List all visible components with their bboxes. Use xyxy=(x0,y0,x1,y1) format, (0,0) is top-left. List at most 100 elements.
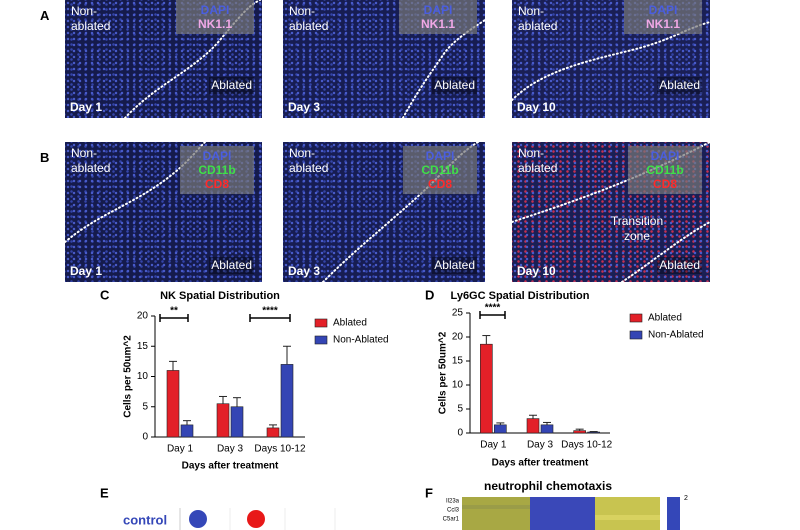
legend-label: Non-Ablated xyxy=(648,330,704,341)
day-label: Day 3 xyxy=(288,100,321,114)
x-tick-label: Days 10-12 xyxy=(254,444,306,455)
gene-label: C5ar1 xyxy=(443,517,460,523)
significance: **** xyxy=(262,306,278,317)
colorbar-tick: 2 xyxy=(684,495,688,502)
y-tick-label: 10 xyxy=(452,380,464,391)
y-tick-label: 20 xyxy=(137,311,149,322)
panel-label: C xyxy=(100,287,110,302)
panel-e xyxy=(179,508,336,530)
heatmap-title: neutrophil chemotaxis xyxy=(484,479,612,493)
boundary xyxy=(512,142,710,282)
marker-legend: DAPI NK1.1 xyxy=(176,0,254,34)
significance-bracket xyxy=(479,311,506,319)
micrograph: Non-ablated Ablated Day 1 DAPI NK1.1 xyxy=(65,0,262,118)
bar xyxy=(266,427,280,438)
region-label: Ablated xyxy=(657,257,702,274)
region-label: Non-ablated xyxy=(518,4,558,33)
x-tick-label: Days 10-12 xyxy=(561,440,613,451)
x-tick-label: Day 1 xyxy=(167,444,194,455)
chart-title: Ly6GC Spatial Distribution xyxy=(451,290,590,302)
gene-label: Ccl3 xyxy=(447,508,460,514)
y-axis-title: Cells per 50um^2 xyxy=(123,335,134,418)
y-tick-label: 15 xyxy=(452,356,464,367)
significance-bracket xyxy=(159,314,189,322)
y-tick-label: 0 xyxy=(142,432,148,443)
dot xyxy=(247,510,265,528)
significance: ** xyxy=(170,306,178,317)
panel-label: A xyxy=(40,8,50,23)
marker-name: DAPI xyxy=(423,3,453,17)
region-label: Ablated xyxy=(432,257,477,274)
marker-legend: DAPI CD11b CD8 xyxy=(403,146,477,194)
boundary-line xyxy=(402,19,485,118)
bar xyxy=(526,418,540,434)
marker-legend: DAPI NK1.1 xyxy=(399,0,477,34)
marker-name: NK1.1 xyxy=(420,17,455,31)
legend-swatch xyxy=(314,335,328,345)
region-label: Non-ablated xyxy=(289,146,329,175)
significance: **** xyxy=(485,303,501,314)
marker-name: DAPI xyxy=(200,3,230,17)
y-tick-label: 25 xyxy=(452,308,464,319)
marker-name: DAPI xyxy=(202,149,232,163)
heat-cell xyxy=(595,515,660,520)
region-label: Non-ablated xyxy=(71,146,111,175)
x-tick-label: Day 3 xyxy=(527,440,554,451)
legend-label: Ablated xyxy=(648,313,682,324)
micrograph: Non-ablated Ablated Transition zone Day 10 D… xyxy=(512,142,710,282)
marker-legend: DAPI NK1.1 xyxy=(624,0,702,34)
marker-name: CD8 xyxy=(652,177,677,191)
micrograph: Non-ablated Ablated Day 1 DAPI CD11b CD8 xyxy=(65,142,262,282)
bar xyxy=(480,343,493,434)
y-tick-label: 10 xyxy=(137,371,149,382)
x-tick-label: Day 1 xyxy=(480,440,507,451)
x-axis-title: Days after treatment xyxy=(492,458,589,469)
bar xyxy=(540,424,554,434)
panel-label: B xyxy=(40,150,50,165)
y-tick-label: 5 xyxy=(142,401,148,412)
panel-label: D xyxy=(425,287,434,302)
row-label: control xyxy=(123,512,167,527)
heatmap xyxy=(462,497,680,530)
bar xyxy=(166,370,180,438)
dot xyxy=(189,510,207,528)
marker-name: CD8 xyxy=(204,177,229,191)
day-label: Day 3 xyxy=(288,264,321,278)
x-tick-label: Day 3 xyxy=(217,444,244,455)
day-label: Day 10 xyxy=(517,100,556,114)
boundary-line xyxy=(512,142,710,223)
y-tick-label: 5 xyxy=(457,404,463,415)
region-label: Non-ablated xyxy=(518,146,558,175)
region-label: Transition zone xyxy=(610,214,664,243)
region-label: Non-ablated xyxy=(71,4,111,33)
day-label: Day 10 xyxy=(517,264,556,278)
marker-name: CD11b xyxy=(198,163,236,177)
marker-name: CD11b xyxy=(421,163,459,177)
region-label: Ablated xyxy=(432,77,477,94)
marker-name: DAPI xyxy=(648,3,678,17)
colorbar xyxy=(667,497,680,530)
marker-legend: DAPI CD11b CD8 xyxy=(628,146,702,194)
y-tick-label: 0 xyxy=(457,428,463,439)
bar xyxy=(587,431,600,434)
legend-swatch xyxy=(314,318,328,328)
region-label: Ablated xyxy=(657,77,702,94)
region-label: Ablated xyxy=(209,77,254,94)
legend-swatch xyxy=(629,313,643,323)
legend-swatch xyxy=(629,330,643,340)
marker-legend: DAPI CD11b CD8 xyxy=(180,146,254,194)
marker-name: DAPI xyxy=(425,149,455,163)
y-tick-label: 20 xyxy=(452,332,464,343)
y-axis-title: Cells per 50um^2 xyxy=(438,331,449,414)
bar xyxy=(494,424,507,434)
significance-bracket xyxy=(249,314,291,322)
heat-cell xyxy=(530,497,595,530)
marker-name: CD8 xyxy=(427,177,452,191)
marker-name: CD11b xyxy=(646,163,684,177)
region-label: Non-ablated xyxy=(289,4,329,33)
panel-label: F xyxy=(425,485,433,500)
heat-cell xyxy=(462,497,530,530)
marker-name: NK1.1 xyxy=(645,17,680,31)
panel-label: E xyxy=(100,485,109,500)
